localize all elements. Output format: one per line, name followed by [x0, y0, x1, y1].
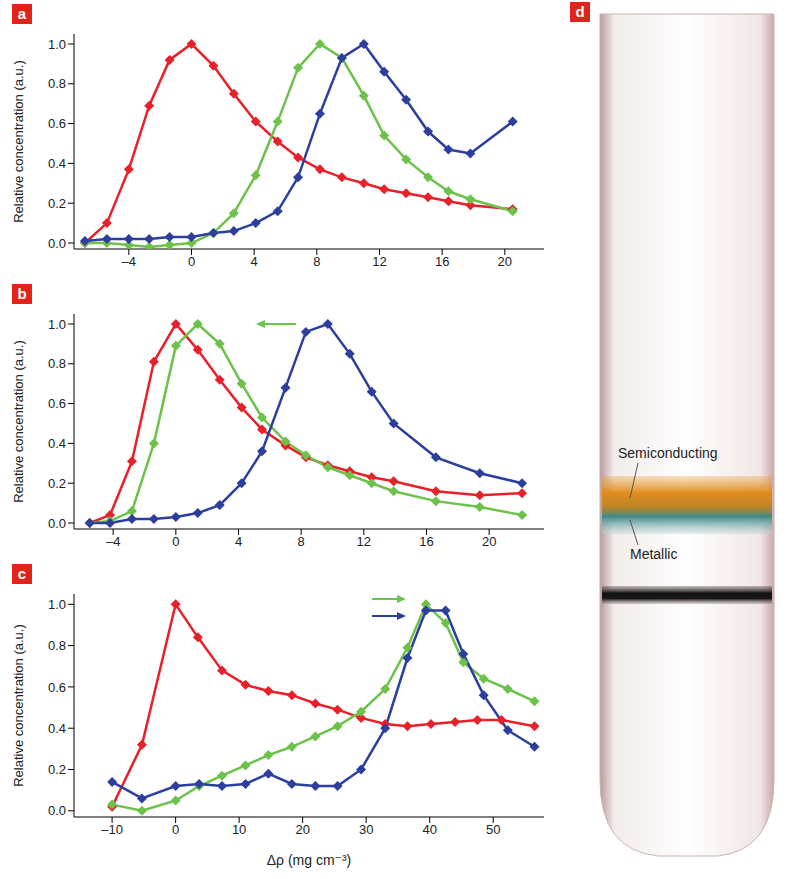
svg-text:0.2: 0.2: [48, 762, 66, 777]
svg-text:40: 40: [422, 822, 436, 837]
svg-text:0.0: 0.0: [48, 236, 66, 251]
svg-text:0.0: 0.0: [48, 803, 66, 818]
svg-text:–4: –4: [122, 254, 136, 269]
svg-text:0.6: 0.6: [48, 396, 66, 411]
svg-text:Relative concentration (a.u.): Relative concentration (a.u.): [11, 624, 26, 787]
svg-text:16: 16: [419, 534, 433, 549]
svg-text:0: 0: [188, 254, 195, 269]
svg-text:0.8: 0.8: [48, 638, 66, 653]
svg-text:12: 12: [357, 534, 371, 549]
svg-text:4: 4: [251, 254, 258, 269]
svg-text:0.0: 0.0: [48, 516, 66, 531]
svg-text:0.6: 0.6: [48, 116, 66, 131]
svg-text:30: 30: [359, 822, 373, 837]
svg-text:0.4: 0.4: [48, 436, 66, 451]
svg-text:Relative concentration (a.u.): Relative concentration (a.u.): [11, 340, 26, 503]
svg-text:16: 16: [435, 254, 449, 269]
svg-text:Δρ (mg cm⁻³): Δρ (mg cm⁻³): [267, 852, 352, 868]
html-text:Semiconducting: Semiconducting: [618, 445, 718, 461]
html-text:d: d: [575, 3, 585, 20]
html-text:b: b: [17, 285, 27, 302]
svg-text:8: 8: [298, 534, 305, 549]
svg-text:50: 50: [486, 822, 500, 837]
svg-text:0.8: 0.8: [48, 356, 66, 371]
svg-text:0: 0: [172, 822, 179, 837]
svg-text:20: 20: [295, 822, 309, 837]
svg-text:0.2: 0.2: [48, 196, 66, 211]
svg-text:1.0: 1.0: [48, 317, 66, 332]
svg-text:–4: –4: [106, 534, 120, 549]
svg-text:1.0: 1.0: [48, 37, 66, 52]
svg-text:–10: –10: [101, 822, 123, 837]
svg-text:0.4: 0.4: [48, 156, 66, 171]
svg-text:20: 20: [498, 254, 512, 269]
html-text:c: c: [17, 565, 27, 582]
svg-text:12: 12: [372, 254, 386, 269]
svg-text:Relative concentration (a.u.): Relative concentration (a.u.): [11, 60, 26, 223]
svg-text:0.6: 0.6: [48, 680, 66, 695]
svg-text:20: 20: [482, 534, 496, 549]
svg-text:4: 4: [235, 534, 242, 549]
html-text:a: a: [17, 5, 27, 22]
svg-text:0: 0: [172, 534, 179, 549]
svg-text:0.2: 0.2: [48, 476, 66, 491]
svg-text:1.0: 1.0: [48, 597, 66, 612]
svg-text:10: 10: [232, 822, 246, 837]
svg-text:0.8: 0.8: [48, 76, 66, 91]
svg-text:0.4: 0.4: [48, 721, 66, 736]
html-text:Metallic: Metallic: [630, 546, 678, 562]
svg-text:8: 8: [313, 254, 320, 269]
